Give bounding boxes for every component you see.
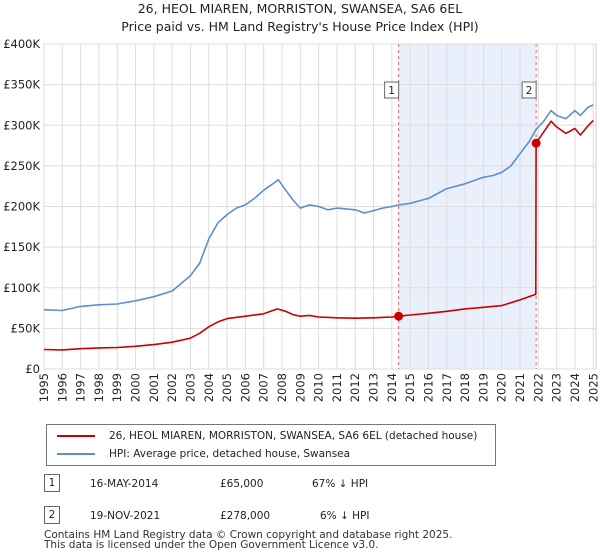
svg-text:2: 2: [526, 85, 533, 97]
sale-point: [531, 138, 541, 148]
legend-item-property: 26, HEOL MIAREN, MORRISTON, SWANSEA, SA6…: [57, 428, 477, 444]
y-tick-label: £100K: [3, 281, 40, 295]
x-tick-label: 2024: [568, 373, 582, 402]
y-tick-label: £300K: [3, 118, 40, 132]
x-tick-label: 2005: [220, 373, 234, 402]
y-tick-label: £0: [25, 362, 40, 376]
sale-badge: 1: [44, 474, 60, 492]
x-tick-label: 2020: [495, 373, 509, 402]
x-tick-label: 2013: [367, 373, 381, 402]
footer: Contains HM Land Registry data © Crown c…: [44, 529, 453, 551]
sale-marker-label: 1: [384, 81, 400, 99]
footer-copyright: Contains HM Land Registry data © Crown c…: [44, 529, 453, 541]
x-tick-label: 2004: [202, 373, 216, 402]
legend-red-line-icon: [57, 435, 95, 437]
y-tick-label: £150K: [3, 240, 40, 254]
sale-row: 1 16-MAY-2014 £65,000 67% ↓ HPI: [44, 474, 444, 496]
x-tick-label: 2023: [550, 373, 564, 402]
x-tick-label: 2012: [348, 373, 362, 402]
x-tick-label: 1997: [74, 373, 88, 402]
sale-marker-label: 2: [521, 81, 537, 99]
x-tick-label: 2014: [385, 373, 399, 402]
sale-date: 16-MAY-2014: [90, 478, 159, 490]
x-tick-label: 2018: [458, 373, 472, 402]
x-tick-label: 2015: [403, 373, 417, 402]
legend-item-hpi: HPI: Average price, detached house, Swan…: [57, 446, 350, 462]
y-tick-label: £200K: [3, 200, 40, 214]
svg-text:1: 1: [388, 85, 395, 97]
x-tick-label: 2021: [513, 373, 527, 402]
y-tick-label: £400K: [3, 37, 40, 51]
chart-subtitle: Price paid vs. HM Land Registry's House …: [121, 19, 478, 34]
sale-badge: 2: [44, 506, 60, 524]
sale-points: [394, 138, 541, 321]
sale-hpi-diff: 67% ↓ HPI: [312, 478, 369, 490]
x-tick-label: 1998: [92, 373, 106, 402]
y-tick-label: £350K: [3, 78, 40, 92]
sale-hpi-diff: 6% ↓ HPI: [320, 510, 370, 522]
x-tick-label: 1999: [110, 373, 124, 402]
x-tick-label: 1995: [37, 373, 51, 402]
sale-price: £65,000: [220, 478, 264, 490]
x-tick-label: 2007: [257, 373, 271, 402]
x-tick-label: 2010: [312, 373, 326, 402]
y-axis-ticks: £0 £50K £100K £150K £200K £250K £300K £350K £400…: [3, 37, 40, 376]
series-line: [43, 104, 594, 312]
legend-blue-line-icon: [57, 453, 95, 455]
sale-price: £278,000: [220, 510, 271, 522]
x-tick-label: 2003: [183, 373, 197, 402]
x-tick-label: 2008: [275, 373, 289, 402]
x-tick-label: 1996: [55, 373, 69, 402]
x-tick-label: 2016: [421, 373, 435, 402]
x-tick-label: 2009: [293, 373, 307, 402]
legend-hpi-label: HPI: Average price, detached house, Swan…: [109, 448, 351, 460]
x-tick-label: 2025: [586, 373, 600, 402]
x-tick-label: 2000: [129, 373, 143, 402]
x-axis-ticks: 1995 1996 1997 1998 1999 2000 2001 2002 2003 2004…: [37, 373, 600, 402]
x-tick-label: 2006: [238, 373, 252, 402]
x-tick-label: 2022: [531, 373, 545, 402]
sale-row: 2 19-NOV-2021 £278,000 6% ↓ HPI: [44, 506, 444, 528]
series-line: [43, 119, 594, 351]
footer-license: This data is licensed under the Open Gov…: [44, 539, 379, 551]
chart-title: 26, HEOL MIAREN, MORRISTON, SWANSEA, SA6…: [138, 1, 463, 16]
legend: 26, HEOL MIAREN, MORRISTON, SWANSEA, SA6…: [46, 424, 496, 466]
series-lines: [43, 104, 594, 351]
x-tick-label: 2002: [165, 373, 179, 402]
x-tick-label: 2001: [147, 373, 161, 402]
y-tick-label: £50K: [11, 321, 41, 335]
legend-property-label: 26, HEOL MIAREN, MORRISTON, SWANSEA, SA6…: [109, 430, 478, 442]
sale-point: [394, 311, 404, 321]
sale-date: 19-NOV-2021: [90, 510, 161, 522]
x-tick-label: 2019: [476, 373, 490, 402]
x-tick-label: 2017: [440, 373, 454, 402]
y-tick-label: £250K: [3, 159, 40, 173]
x-tick-label: 2011: [330, 373, 344, 402]
